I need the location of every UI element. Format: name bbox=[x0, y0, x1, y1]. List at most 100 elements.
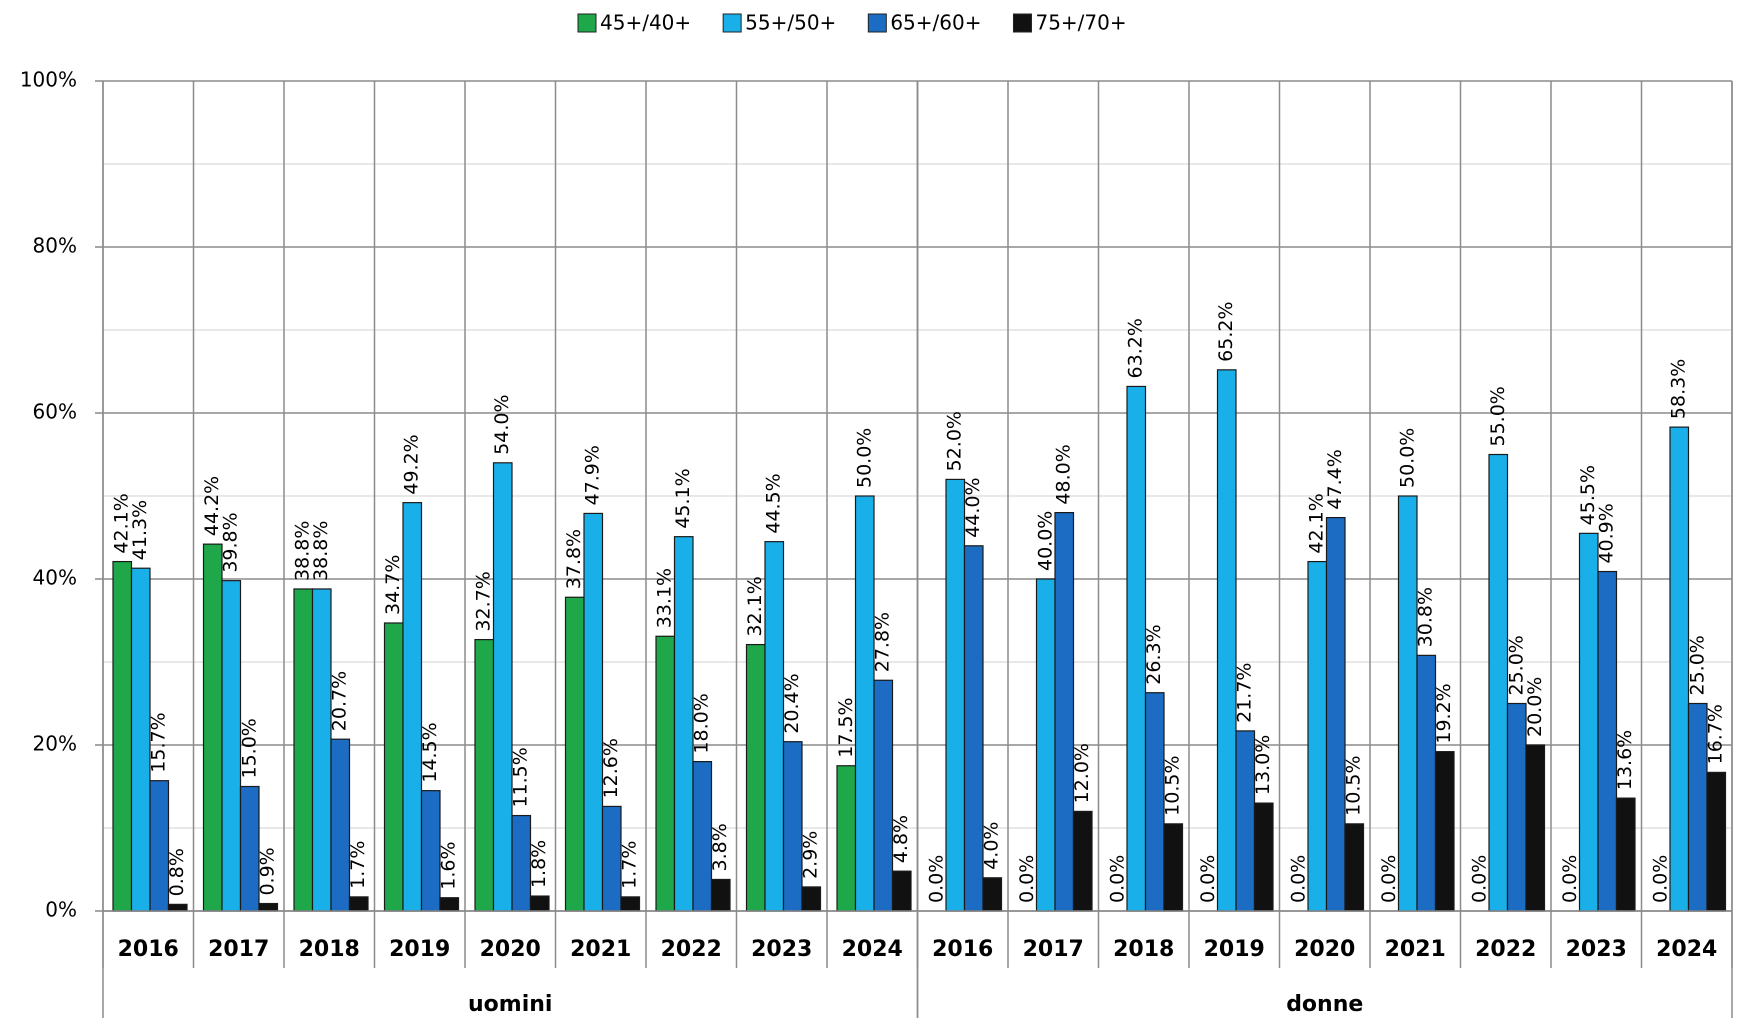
value-label: 0.0% bbox=[1649, 855, 1671, 903]
bar bbox=[1072, 810, 1093, 912]
value-label: 40.0% bbox=[1034, 511, 1056, 571]
value-label: 12.0% bbox=[1071, 743, 1093, 803]
x-tick-label: 2023 bbox=[751, 937, 812, 962]
x-tick-label: 2019 bbox=[1204, 937, 1265, 962]
legend-swatch bbox=[722, 13, 742, 33]
bar bbox=[982, 877, 1003, 912]
legend-label: 75+/70+ bbox=[1035, 11, 1126, 35]
value-label: 44.0% bbox=[962, 477, 984, 537]
x-tick-label: 2020 bbox=[1294, 937, 1355, 962]
value-label: 38.8% bbox=[292, 521, 314, 581]
value-label: 20.7% bbox=[329, 671, 351, 731]
value-label: 41.3% bbox=[129, 500, 151, 560]
bar bbox=[1325, 516, 1346, 912]
x-tick-label: 2018 bbox=[299, 937, 360, 962]
value-label: 10.5% bbox=[1162, 755, 1184, 815]
value-label: 38.8% bbox=[310, 521, 332, 581]
bar bbox=[1216, 369, 1237, 912]
bar bbox=[1307, 560, 1328, 912]
value-label: 50.0% bbox=[1396, 428, 1418, 488]
value-label: 16.7% bbox=[1705, 704, 1727, 764]
x-tick-label: 2021 bbox=[570, 937, 631, 962]
bar bbox=[655, 635, 676, 912]
bar bbox=[745, 643, 766, 912]
value-label: 65.2% bbox=[1215, 301, 1237, 361]
value-label: 12.6% bbox=[600, 738, 622, 798]
value-label: 32.7% bbox=[473, 571, 495, 631]
x-tick-label: 2020 bbox=[480, 937, 541, 962]
y-tick-label: 80% bbox=[33, 234, 77, 258]
value-label: 11.5% bbox=[510, 747, 532, 807]
bar bbox=[529, 895, 550, 912]
bar bbox=[1253, 802, 1274, 912]
value-label: 25.0% bbox=[1686, 635, 1708, 695]
value-label: 4.8% bbox=[890, 815, 912, 863]
bar bbox=[564, 596, 585, 912]
x-tick-label: 2022 bbox=[661, 937, 722, 962]
value-label: 33.1% bbox=[654, 568, 676, 628]
x-tick-label: 2023 bbox=[1566, 937, 1627, 962]
value-label: 42.1% bbox=[1306, 493, 1328, 553]
x-tick-label: 2016 bbox=[932, 937, 993, 962]
bar bbox=[348, 896, 369, 912]
value-label: 13.6% bbox=[1614, 730, 1636, 790]
bar bbox=[1525, 744, 1546, 912]
value-label: 47.9% bbox=[582, 445, 604, 505]
legend-label: 65+/60+ bbox=[890, 11, 981, 35]
bar bbox=[801, 886, 822, 912]
value-label: 19.2% bbox=[1433, 683, 1455, 743]
value-label: 0.0% bbox=[1197, 855, 1219, 903]
value-label: 17.5% bbox=[835, 697, 857, 757]
bar bbox=[891, 870, 912, 912]
group-label: uomini bbox=[468, 992, 552, 1017]
bar bbox=[873, 679, 894, 912]
bar bbox=[583, 512, 604, 912]
x-tick-label: 2022 bbox=[1475, 937, 1536, 962]
value-label: 0.0% bbox=[1106, 855, 1128, 903]
value-label: 3.8% bbox=[709, 823, 731, 871]
value-label: 26.3% bbox=[1143, 624, 1165, 684]
value-label: 1.7% bbox=[347, 841, 369, 889]
bar bbox=[620, 896, 641, 912]
bar bbox=[293, 588, 314, 912]
x-tick-label: 2017 bbox=[208, 937, 269, 962]
bar bbox=[1344, 823, 1365, 912]
x-tick-label: 2024 bbox=[1656, 937, 1717, 962]
bar bbox=[112, 560, 133, 912]
legend-label: 55+/50+ bbox=[745, 11, 836, 35]
value-label: 0.0% bbox=[1287, 855, 1309, 903]
bar bbox=[1054, 511, 1075, 912]
value-label: 30.8% bbox=[1415, 587, 1437, 647]
value-label: 10.5% bbox=[1343, 755, 1365, 815]
value-label: 20.0% bbox=[1524, 677, 1546, 737]
legend-swatch bbox=[867, 13, 887, 33]
value-label: 45.5% bbox=[1577, 465, 1599, 525]
bar bbox=[474, 638, 495, 912]
value-label: 21.7% bbox=[1234, 663, 1256, 723]
bar bbox=[202, 543, 223, 912]
bar bbox=[1615, 797, 1636, 912]
value-label: 47.4% bbox=[1324, 449, 1346, 509]
value-label: 15.0% bbox=[238, 718, 260, 778]
value-label: 1.6% bbox=[438, 841, 460, 889]
value-label: 0.0% bbox=[1468, 855, 1490, 903]
legend-swatch bbox=[1012, 13, 1032, 33]
value-label: 0.0% bbox=[925, 855, 947, 903]
legend-swatch bbox=[577, 13, 597, 33]
y-tick-label: 0% bbox=[45, 898, 77, 922]
value-label: 14.5% bbox=[419, 722, 441, 782]
bar bbox=[1035, 578, 1056, 912]
x-tick-label: 2017 bbox=[1023, 937, 1084, 962]
value-label: 27.8% bbox=[872, 612, 894, 672]
bar bbox=[311, 588, 332, 912]
bar bbox=[836, 765, 857, 912]
bar bbox=[945, 478, 966, 912]
value-label: 34.7% bbox=[382, 555, 404, 615]
value-label: 18.0% bbox=[691, 693, 713, 753]
bar bbox=[1578, 532, 1599, 912]
group-label: donne bbox=[1286, 992, 1363, 1017]
value-label: 0.0% bbox=[1016, 855, 1038, 903]
x-tick-label: 2016 bbox=[118, 937, 179, 962]
value-label: 52.0% bbox=[944, 411, 966, 471]
